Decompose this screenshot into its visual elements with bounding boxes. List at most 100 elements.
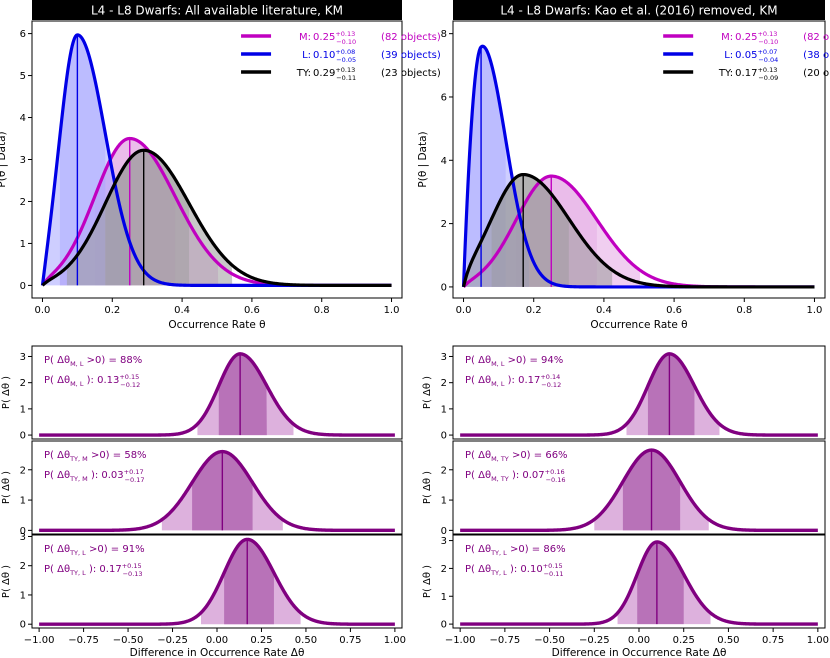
annotation-median: ): 0.13	[83, 375, 119, 386]
annotation-probability: 88%	[120, 355, 142, 366]
y-axis-label: P(θ | Data)	[417, 131, 429, 187]
legend-value-number: 0.25	[313, 32, 335, 43]
legend-label-l: L:	[302, 50, 311, 61]
y-tick-label: 2	[20, 465, 26, 476]
chart-title: L4 - L8 Dwarfs: All available literature…	[91, 4, 343, 18]
annotation-plus: +0.14	[540, 373, 560, 381]
legend-value-plus: +0.13	[757, 30, 777, 38]
annotation-prefix: P( Δθ	[465, 375, 491, 386]
annotation-prefix: P( Δθ	[465, 450, 491, 461]
title-bar	[32, 0, 402, 20]
legend-count-l: (39 objects)	[381, 50, 441, 61]
annotation-probability: 86%	[543, 544, 565, 555]
annotation-plus: +0.17	[124, 468, 144, 476]
annotation-minus: −0.12	[541, 381, 561, 389]
y-tick-label: 0	[441, 620, 447, 631]
annotation-median: ): 0.17	[504, 375, 540, 386]
legend-count-m: (82 objects)	[381, 32, 441, 43]
curve-ty	[461, 172, 816, 289]
median-annotation: P( ΔθM, L ): 0.17+0.14 −0.12	[465, 373, 561, 389]
legend-value-minus: −0.04	[758, 56, 778, 64]
x-axis-label: Occurrence Rate θ	[168, 319, 265, 331]
plot-area	[459, 448, 819, 533]
y-axis-label: P( Δθ )	[422, 471, 433, 504]
plot-area	[38, 449, 396, 533]
plot-area	[40, 33, 393, 288]
annotation-probability: 66%	[545, 450, 567, 461]
annotation-plus: +0.16	[545, 468, 565, 476]
x-tick-label: 0.4	[596, 305, 612, 316]
x-tick-label: −0.75	[490, 635, 521, 646]
annotation-prefix: P( Δθ	[44, 355, 70, 366]
legend-value-l: 0.10+0.08 −0.05	[313, 48, 356, 64]
x-axis-label: Difference in Occurrence Rate Δθ	[130, 647, 305, 658]
annotation-prefix: P( Δθ	[465, 544, 491, 555]
y-tick-label: 2	[441, 465, 447, 476]
probability-annotation: P( ΔθTY, L >0) = 86%	[465, 544, 566, 557]
x-tick-label: 1.0	[384, 305, 400, 316]
y-tick-label: 6	[20, 29, 26, 40]
y-tick-label: 8	[441, 29, 447, 40]
legend-value-number: 0.05	[735, 50, 757, 61]
y-tick-label: 3	[20, 532, 26, 543]
annotation-suffix: >0) =	[88, 450, 125, 461]
annotation-prefix: P( Δθ	[44, 375, 70, 386]
x-tick-label: 0.2	[104, 305, 120, 316]
annotation-probability: 94%	[541, 355, 563, 366]
credible-region-inner	[218, 353, 267, 436]
annotation-probability: 91%	[122, 544, 144, 555]
x-tick-label: −0.25	[579, 635, 610, 646]
y-tick-label: 5	[20, 71, 26, 82]
legend-value-number: 0.25	[735, 32, 757, 43]
y-tick-label: 0	[441, 282, 447, 293]
y-tick-label: 1	[20, 404, 26, 415]
annotation-median: ): 0.10	[507, 564, 543, 575]
y-axis-label: P( Δθ )	[422, 376, 433, 409]
title-bar	[453, 0, 825, 20]
probability-annotation: P( ΔθM, L >0) = 94%	[465, 355, 563, 368]
annotation-minus: −0.16	[546, 476, 566, 484]
median-annotation: P( ΔθM, L ): 0.13+0.15 −0.12	[44, 373, 140, 389]
legend-value-minus: −0.10	[336, 38, 356, 46]
legend-value-m: 0.25+0.13 −0.10	[313, 30, 356, 46]
legend-count-m: (82 objects)	[803, 32, 830, 43]
y-tick-label: 0	[20, 281, 26, 292]
legend-value-plus: +0.13	[335, 66, 355, 74]
x-tick-label: −1.00	[24, 635, 55, 646]
annotation-subscript: M, L	[70, 380, 84, 388]
chart-title: L4 - L8 Dwarfs: Kao et al. (2016) remove…	[500, 4, 777, 18]
median-annotation: P( ΔθTY, M ): 0.03+0.17 −0.17	[44, 468, 145, 484]
annotation-suffix: >0) =	[504, 355, 541, 366]
annotation-subscript: TY, M	[69, 475, 88, 483]
y-tick-label: 0	[441, 526, 447, 537]
probability-annotation: P( ΔθM, L >0) = 88%	[44, 355, 142, 368]
difference-curve	[38, 449, 396, 533]
x-tick-label: 0.50	[295, 635, 317, 646]
y-tick-label: 1	[441, 592, 447, 603]
x-tick-label: 0.75	[339, 635, 361, 646]
legend-value-plus: +0.08	[335, 48, 355, 56]
median-annotation: P( ΔθTY, L ): 0.17+0.15 −0.13	[44, 562, 143, 578]
legend-label-ty: TY:	[296, 68, 311, 79]
legend-value-plus: +0.07	[757, 48, 777, 56]
x-tick-label: 0.0	[456, 305, 472, 316]
y-axis-label: P( Δθ )	[422, 565, 433, 598]
difference-curve	[38, 537, 396, 626]
y-tick-label: 2	[20, 378, 26, 389]
y-tick-label: 1	[441, 404, 447, 415]
y-axis-label: P(θ | Data)	[0, 131, 8, 187]
x-tick-label: 0.0	[35, 305, 51, 316]
annotation-minus: −0.13	[123, 570, 143, 578]
y-tick-label: 3	[20, 155, 26, 166]
x-tick-label: −1.00	[445, 635, 476, 646]
y-tick-label: 3	[20, 352, 26, 363]
annotation-subscript: TY, M	[69, 455, 88, 463]
legend-count-ty: (20 objects)	[803, 68, 830, 79]
legend-value-minus: −0.11	[336, 74, 356, 82]
x-tick-label: 0.8	[314, 305, 330, 316]
x-tick-label: −0.50	[534, 635, 565, 646]
annotation-subscript: TY, L	[490, 569, 507, 577]
x-tick-label: 0.8	[736, 305, 752, 316]
